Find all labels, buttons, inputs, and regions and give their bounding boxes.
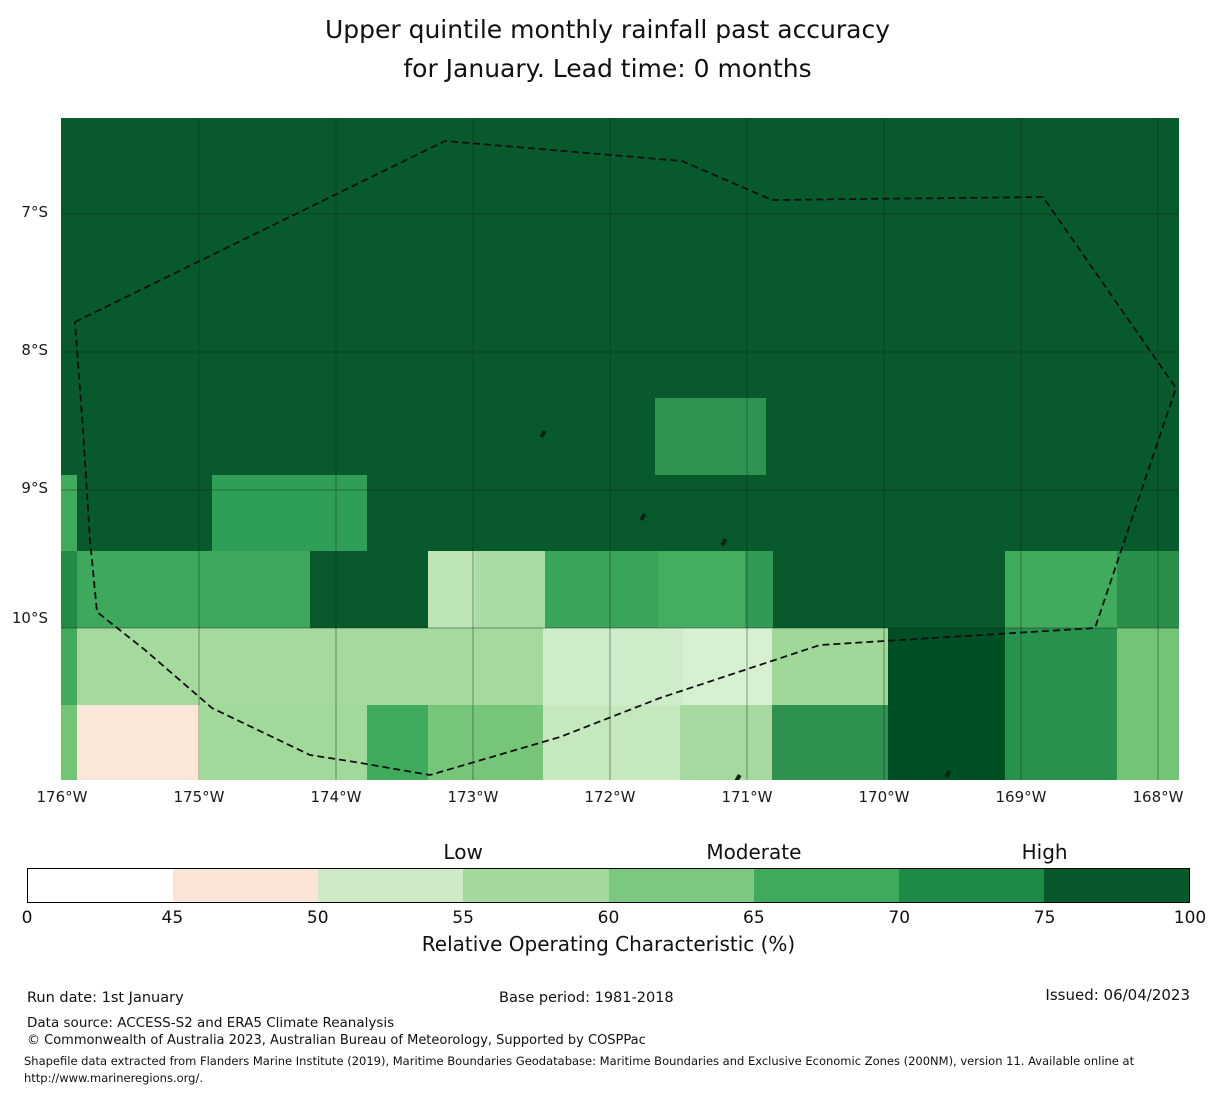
- colorbar-segment: [898, 869, 1044, 902]
- colorbar-tick-label: 0: [21, 908, 33, 928]
- colorbar-segment: [28, 869, 174, 902]
- roc-grid-cell: [543, 705, 680, 780]
- chart-title: Upper quintile monthly rainfall past acc…: [0, 10, 1215, 88]
- roc-grid-cell: [1117, 551, 1179, 628]
- latitude-tick-label: 7°S: [21, 203, 48, 221]
- roc-grid-cell: [61, 475, 77, 551]
- longitude-tick-label: 173°W: [447, 788, 499, 806]
- copyright-text: © Commonwealth of Australia 2023, Austra…: [27, 1033, 646, 1048]
- longitude-tick-label: 170°W: [858, 788, 910, 806]
- roc-grid-cell: [680, 705, 772, 780]
- colorbar-tick-label: 50: [306, 908, 329, 928]
- colorbar: [27, 868, 1190, 903]
- colorbar-tick-label: 65: [743, 908, 765, 928]
- roc-grid-cell: [200, 705, 367, 780]
- map-overlay: [61, 118, 1179, 780]
- colorbar-tick-label: 70: [888, 908, 911, 928]
- longitude-tick-label: 174°W: [310, 788, 362, 806]
- roc-grid-cell: [683, 628, 772, 705]
- chart-title-line1: Upper quintile monthly rainfall past acc…: [324, 15, 891, 44]
- colorbar-segment: [753, 869, 899, 902]
- roc-grid-cell: [428, 705, 543, 780]
- roc-grid-cell: [212, 475, 367, 551]
- base-period-text: Base period: 1981-2018: [499, 990, 674, 1006]
- chart-title-line2: for January. Lead time: 0 months: [403, 54, 812, 83]
- latitude-tick-label: 9°S: [21, 479, 48, 497]
- colorbar-segment: [1043, 869, 1189, 902]
- eez-boundary-dashed-outline: [74, 140, 1177, 776]
- roc-grid-cell: [772, 628, 888, 705]
- colorbar-segment: [463, 869, 609, 902]
- colorbar-tick-label: 75: [1033, 908, 1056, 928]
- island-land-mark: [734, 773, 742, 780]
- island-land-mark: [944, 770, 952, 779]
- run-date-text: Run date: 1st January: [27, 990, 184, 1006]
- island-land-mark: [720, 537, 728, 547]
- latitude-tick-label: 8°S: [21, 341, 48, 359]
- roc-grid-cell: [475, 551, 545, 628]
- roc-grid-cell: [655, 398, 766, 475]
- roc-grid-cell: [367, 705, 428, 780]
- colorbar-tick-label: 60: [597, 908, 620, 928]
- island-land-mark: [539, 430, 547, 439]
- longitude-tick-label: 176°W: [36, 788, 88, 806]
- shapefile-attribution-text: Shapefile data extracted from Flanders M…: [24, 1054, 1135, 1085]
- longitude-tick-label: 171°W: [721, 788, 773, 806]
- roc-grid-cell: [77, 628, 543, 705]
- longitude-tick-label: 168°W: [1132, 788, 1184, 806]
- island-land-mark: [639, 513, 647, 522]
- colorbar-segment: [608, 869, 754, 902]
- roc-grid-cell: [61, 705, 77, 780]
- latitude-tick-label: 10°S: [11, 609, 48, 627]
- colorbar-category-label: Moderate: [706, 840, 802, 864]
- colorbar-axis-label: Relative Operating Characteristic (%): [421, 932, 796, 956]
- longitude-tick-label: 169°W: [995, 788, 1047, 806]
- colorbar-category-label: Low: [443, 840, 483, 864]
- roc-grid-cell: [745, 551, 773, 628]
- roc-grid-cell: [61, 551, 77, 628]
- roc-grid-cell: [888, 628, 1005, 780]
- data-source-text: Data source: ACCESS-S2 and ERA5 Climate …: [27, 1015, 395, 1031]
- roc-grid-cell: [1005, 628, 1117, 780]
- longitude-tick-label: 172°W: [584, 788, 636, 806]
- roc-grid-cell: [543, 628, 683, 705]
- roc-grid-cell: [1005, 551, 1117, 628]
- colorbar-segment: [173, 869, 319, 902]
- roc-grid-cell: [61, 628, 77, 705]
- roc-grid-cell: [772, 705, 888, 780]
- map-plot-area: [61, 118, 1179, 780]
- roc-grid-cell: [1117, 628, 1179, 780]
- colorbar-tick-label: 55: [452, 908, 474, 928]
- colorbar-segment: [318, 869, 464, 902]
- colorbar-category-label: High: [1021, 840, 1068, 864]
- roc-grid-cell: [428, 551, 475, 628]
- roc-grid-cell: [658, 551, 745, 628]
- colorbar-tick-label: 100: [1173, 908, 1207, 928]
- roc-grid-cell: [77, 551, 310, 628]
- roc-grid-cell: [545, 551, 658, 628]
- roc-grid-cell: [77, 705, 200, 780]
- issued-date-text: Issued: 06/04/2023: [1045, 986, 1190, 1004]
- colorbar-tick-label: 45: [161, 908, 184, 928]
- longitude-tick-label: 175°W: [173, 788, 225, 806]
